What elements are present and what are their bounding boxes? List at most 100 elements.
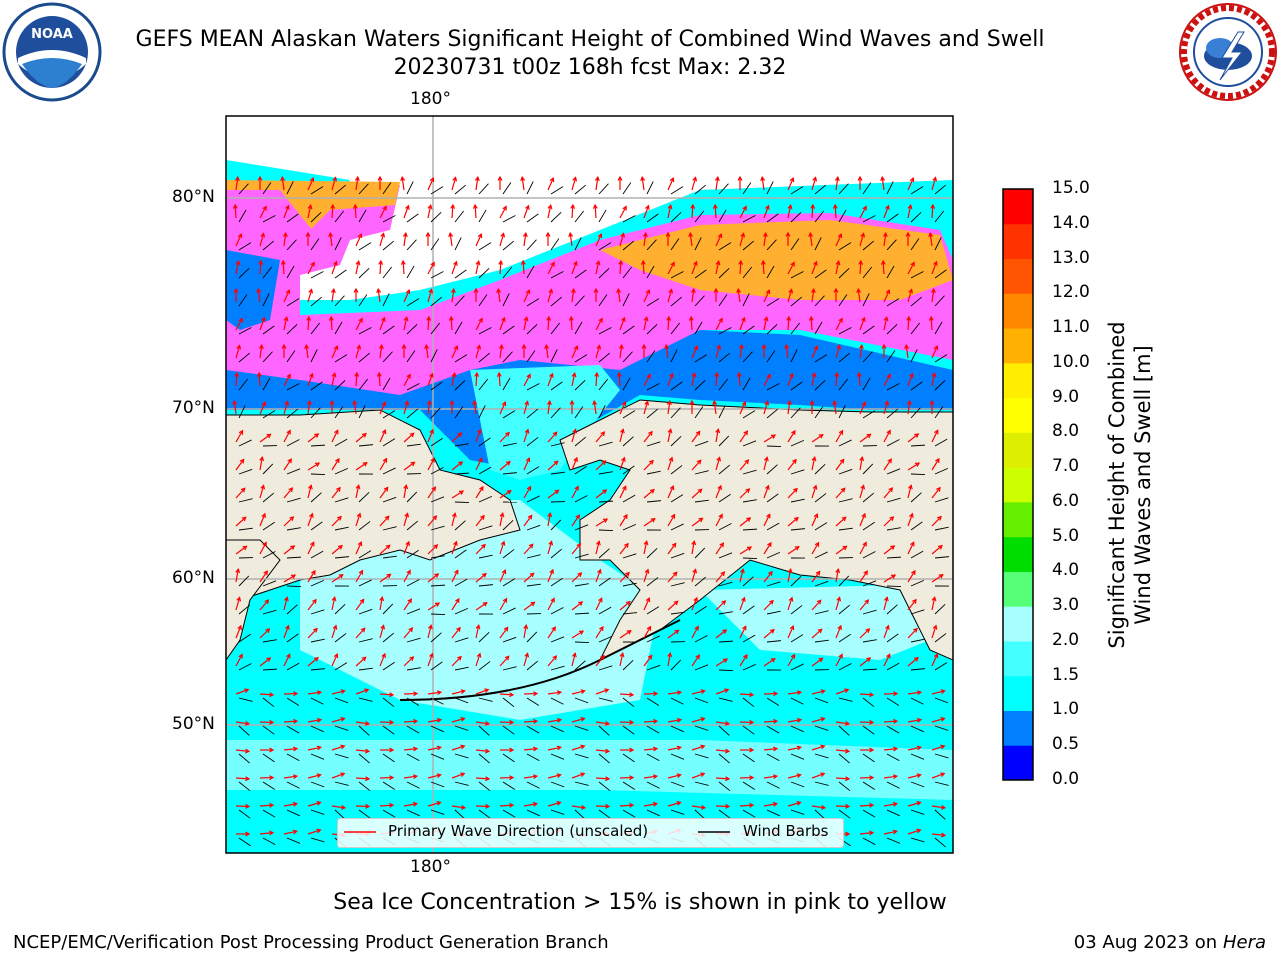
wave-arrow-head: [892, 801, 899, 807]
wave-arrow-head: [309, 176, 315, 183]
wave-arrow-head: [544, 343, 550, 350]
wave-direction-arrow: [259, 401, 266, 415]
wave-arrow-head: [570, 287, 576, 294]
wave-arrow-head: [385, 544, 391, 550]
wind-barb: [454, 406, 464, 419]
wave-arrow-head: [413, 746, 419, 752]
wind-barb: [526, 324, 538, 335]
wave-arrow-head: [714, 175, 720, 182]
wind-barb: [550, 296, 563, 307]
wave-arrow-head: [269, 775, 275, 781]
wave-arrow-head: [595, 260, 601, 266]
wave-direction-arrow: [571, 204, 574, 219]
wave-arrow-head: [671, 542, 677, 548]
wave-direction-arrow: [809, 233, 813, 247]
wind-barb: [382, 351, 393, 363]
wave-arrow-head: [695, 654, 700, 660]
wind-barb: [718, 669, 734, 672]
wave-arrow-head: [767, 541, 772, 548]
wave-arrow-head: [841, 516, 847, 522]
wave-direction-arrow: [907, 205, 912, 219]
wind-barb: [910, 521, 923, 531]
wave-arrow-head: [269, 802, 275, 808]
wave-direction-arrow: [523, 775, 537, 779]
wave-direction-arrow: [331, 373, 336, 387]
wave-arrow-head: [652, 774, 659, 780]
wind-barb: [382, 410, 396, 419]
wave-direction-arrow: [787, 488, 798, 499]
wind-barb: [718, 697, 733, 702]
wave-direction-arrow: [907, 462, 920, 471]
wave-arrow-head: [836, 596, 842, 602]
wave-direction-arrow: [739, 546, 752, 555]
wind-barb: [670, 212, 682, 223]
wind-barb: [310, 809, 325, 815]
wave-arrow-head: [842, 545, 848, 551]
wind-barb: [454, 725, 469, 731]
wind-barb: [478, 466, 492, 475]
wave-direction-arrow: [883, 233, 887, 247]
wave-arrow-head: [856, 371, 862, 377]
wind-barb: [766, 725, 780, 734]
wind-barb: [478, 183, 489, 195]
wave-arrow-head: [741, 400, 747, 407]
wind-barb: [286, 662, 300, 671]
wave-direction-arrow: [499, 461, 511, 471]
wind-barb: [574, 753, 589, 759]
wind-barb: [382, 526, 397, 531]
wind-barb: [742, 528, 758, 531]
wave-arrow-head: [410, 461, 416, 467]
wave-arrow-head: [365, 748, 371, 754]
wave-direction-arrow: [931, 373, 936, 387]
wind-barb: [790, 605, 803, 615]
wave-arrow-head: [911, 569, 916, 576]
wave-arrow-head: [433, 544, 439, 549]
wave-arrow-head: [669, 484, 675, 491]
wave-direction-arrow: [931, 653, 938, 667]
wind-barb: [478, 632, 490, 643]
wave-arrow-head: [266, 433, 272, 439]
wind-barb: [694, 237, 702, 251]
wave-arrow-head: [509, 719, 515, 725]
wind-barb: [406, 408, 419, 419]
wind-barb: [334, 697, 349, 704]
wave-direction-arrow: [691, 569, 697, 583]
wind-barb: [670, 725, 684, 733]
wave-direction-arrow: [283, 233, 287, 247]
wave-arrow-head: [676, 690, 683, 696]
wind-barb: [646, 239, 657, 251]
wind-barb: [526, 725, 540, 734]
wind-barb: [790, 663, 804, 671]
wave-direction-arrow: [425, 345, 429, 359]
wave-direction-arrow: [643, 626, 652, 639]
wind-barb: [526, 631, 538, 643]
wave-arrow-head: [484, 720, 491, 726]
wave-direction-arrow: [667, 653, 671, 667]
wind-barb: [646, 697, 660, 706]
wind-barb: [478, 554, 493, 559]
wind-barb: [430, 632, 442, 643]
wave-arrow-head: [389, 719, 395, 725]
wave-arrow-head: [928, 231, 934, 238]
wind-barb: [430, 525, 445, 531]
wave-direction-arrow: [883, 625, 890, 639]
wave-arrow-head: [645, 288, 651, 295]
wind-barb: [814, 184, 827, 195]
wave-direction-arrow: [427, 719, 441, 723]
wave-arrow-head: [509, 775, 515, 781]
wave-direction-arrow: [547, 262, 555, 275]
wave-arrow-head: [365, 803, 371, 809]
wave-arrow-head: [715, 260, 721, 266]
wave-arrow-head: [549, 372, 554, 378]
wind-barb: [526, 437, 539, 447]
wave-arrow-head: [506, 490, 512, 495]
wave-arrow-head: [546, 399, 552, 406]
wave-arrow-head: [861, 400, 867, 407]
wave-direction-arrow: [883, 803, 897, 807]
wave-arrow-head: [700, 744, 706, 750]
wave-arrow-head: [310, 541, 315, 547]
wave-direction-arrow: [523, 457, 530, 471]
wave-direction-arrow: [355, 570, 364, 583]
wave-direction-arrow: [883, 516, 894, 527]
arctic-no-data: [226, 116, 953, 300]
